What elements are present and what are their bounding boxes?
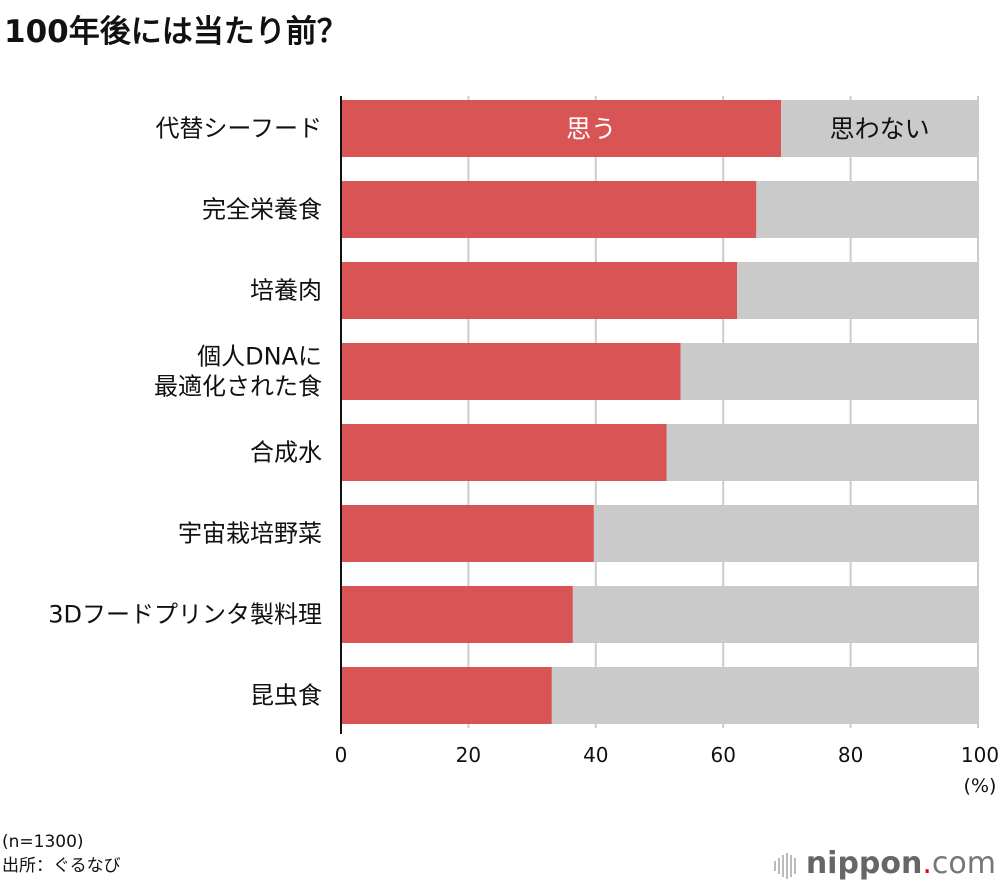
x-tick-label: 40 — [583, 743, 608, 767]
bar-disagree — [551, 667, 978, 724]
x-tick-label: 80 — [838, 743, 863, 767]
category-label: 個人DNAに — [197, 343, 322, 371]
x-axis-unit: (%) — [964, 775, 997, 797]
bar-agree — [341, 667, 552, 724]
bar-disagree — [666, 424, 978, 481]
category-label: 3Dフードプリンタ製料理 — [48, 601, 322, 629]
series-label-disagree: 思わない — [830, 115, 930, 144]
category-label: 代替シーフード — [155, 115, 322, 143]
series-label-agree: 思う — [566, 115, 616, 144]
bar-agree — [341, 181, 757, 238]
x-tick-label: 20 — [456, 743, 481, 767]
bar-agree — [341, 586, 573, 643]
bar-agree — [341, 100, 782, 157]
category-label: 完全栄養食 — [202, 196, 322, 224]
category-label: 培養肉 — [250, 277, 322, 305]
category-label: 最適化された食 — [154, 373, 322, 401]
bar-disagree — [572, 586, 978, 643]
x-tick-label: 0 — [335, 743, 348, 767]
wave-icon — [773, 847, 798, 882]
category-label: 昆虫食 — [250, 682, 322, 710]
bar-disagree — [756, 181, 978, 238]
bar-disagree — [680, 343, 978, 400]
category-label: 宇宙栽培野菜 — [178, 520, 322, 548]
sample-size-note: (n=1300) — [2, 832, 84, 852]
x-tick-label: 100 — [961, 743, 999, 767]
bar-agree — [341, 505, 594, 562]
x-tick-label: 60 — [710, 743, 735, 767]
bar-agree — [341, 424, 667, 481]
bar-agree — [341, 343, 681, 400]
bar-disagree — [781, 100, 978, 157]
chart-notes: (n=1300) 出所：ぐるなび — [2, 830, 121, 878]
nippon-logo: nippon.com — [773, 846, 996, 882]
bar-disagree — [593, 505, 978, 562]
source-note: 出所：ぐるなび — [2, 856, 121, 876]
bar-agree — [341, 262, 738, 319]
category-label: 合成水 — [250, 439, 322, 467]
chart-title: 100年後には当たり前？ — [4, 14, 348, 50]
bar-disagree — [737, 262, 978, 319]
bar-chart: 0 20 40 60 80 100 (%) 代替シーフード完全栄養食培養肉個人DNAに最適化さ… — [48, 96, 999, 797]
